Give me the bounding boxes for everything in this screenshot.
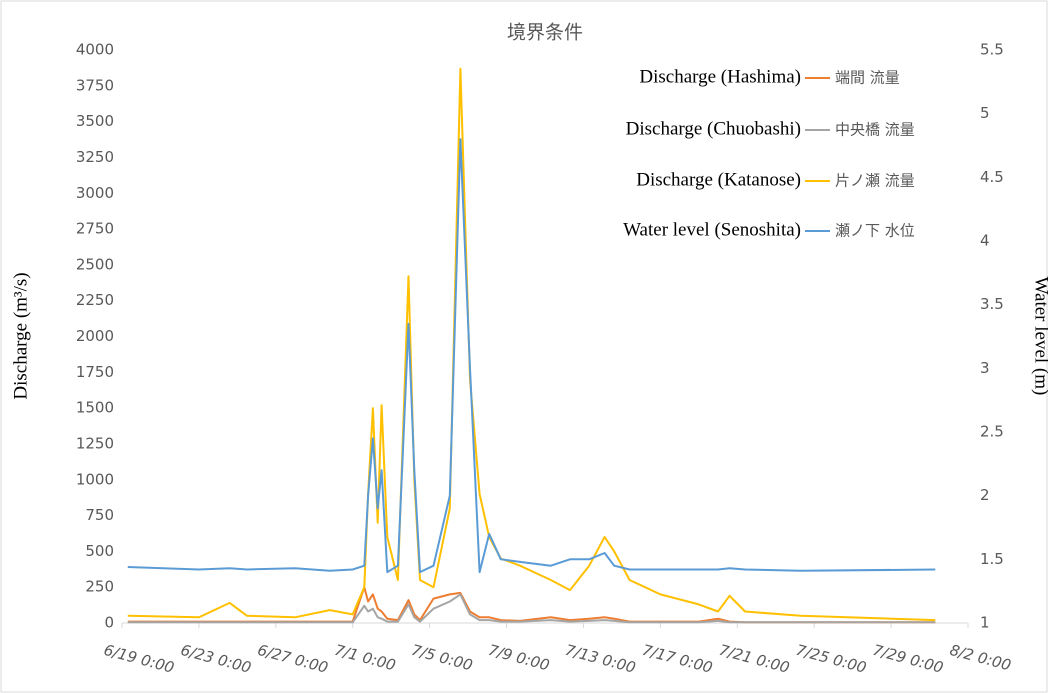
series-line — [127, 593, 936, 624]
y2-tick-label: 2.5 — [980, 423, 1004, 441]
chart-title: 境界条件 — [507, 22, 583, 44]
y-tick-label: 2250 — [76, 291, 114, 309]
legend-annotation: Discharge (Chuobashi) — [626, 118, 801, 139]
y2-tick-label: 1.5 — [980, 550, 1004, 568]
y2-tick-label: 1 — [980, 614, 990, 632]
y-tick-label: 3500 — [76, 112, 114, 130]
y-tick-label: 2750 — [76, 220, 114, 238]
y-tick-label: 3250 — [76, 148, 114, 166]
y-tick-label: 1500 — [76, 399, 114, 417]
legend-label: 片ノ瀬 流量 — [835, 172, 915, 190]
legend-label: 中央橋 流量 — [835, 121, 915, 139]
series-line — [127, 138, 936, 574]
legend-annotation: Discharge (Katanose) — [636, 169, 801, 190]
y-tick-label: 1250 — [76, 434, 114, 452]
y-tick-label: 500 — [85, 542, 114, 560]
y-tick-label: 2500 — [76, 255, 114, 273]
y-axis-label: Discharge (m³/s) — [10, 272, 31, 399]
y2-axis-label: Water level (m) — [1031, 277, 1048, 396]
y2-tick-label: 5 — [980, 104, 990, 122]
y-tick-label: 4000 — [76, 41, 114, 59]
y-tick-label: 2000 — [76, 327, 114, 345]
y-tick-label: 1750 — [76, 363, 114, 381]
y2-tick-label: 5.5 — [980, 41, 1004, 59]
y-tick-label: 1000 — [76, 470, 114, 488]
y-tick-label: 250 — [85, 578, 114, 596]
legend-label: 瀬ノ下 水位 — [835, 222, 915, 240]
y-tick-label: 0 — [104, 614, 114, 632]
legend-annotation: Water level (Senoshita) — [623, 219, 801, 240]
legend-label: 端間 流量 — [835, 69, 900, 87]
y-tick-label: 3000 — [76, 184, 114, 202]
y-tick-label: 3750 — [76, 76, 114, 94]
y2-tick-label: 3 — [980, 359, 990, 377]
y2-tick-label: 4.5 — [980, 168, 1004, 186]
y2-tick-label: 4 — [980, 232, 990, 250]
y2-tick-label: 3.5 — [980, 295, 1004, 313]
legend-annotation: Discharge (Hashima) — [639, 66, 801, 87]
y2-tick-label: 2 — [980, 486, 990, 504]
y-tick-label: 750 — [85, 506, 114, 524]
